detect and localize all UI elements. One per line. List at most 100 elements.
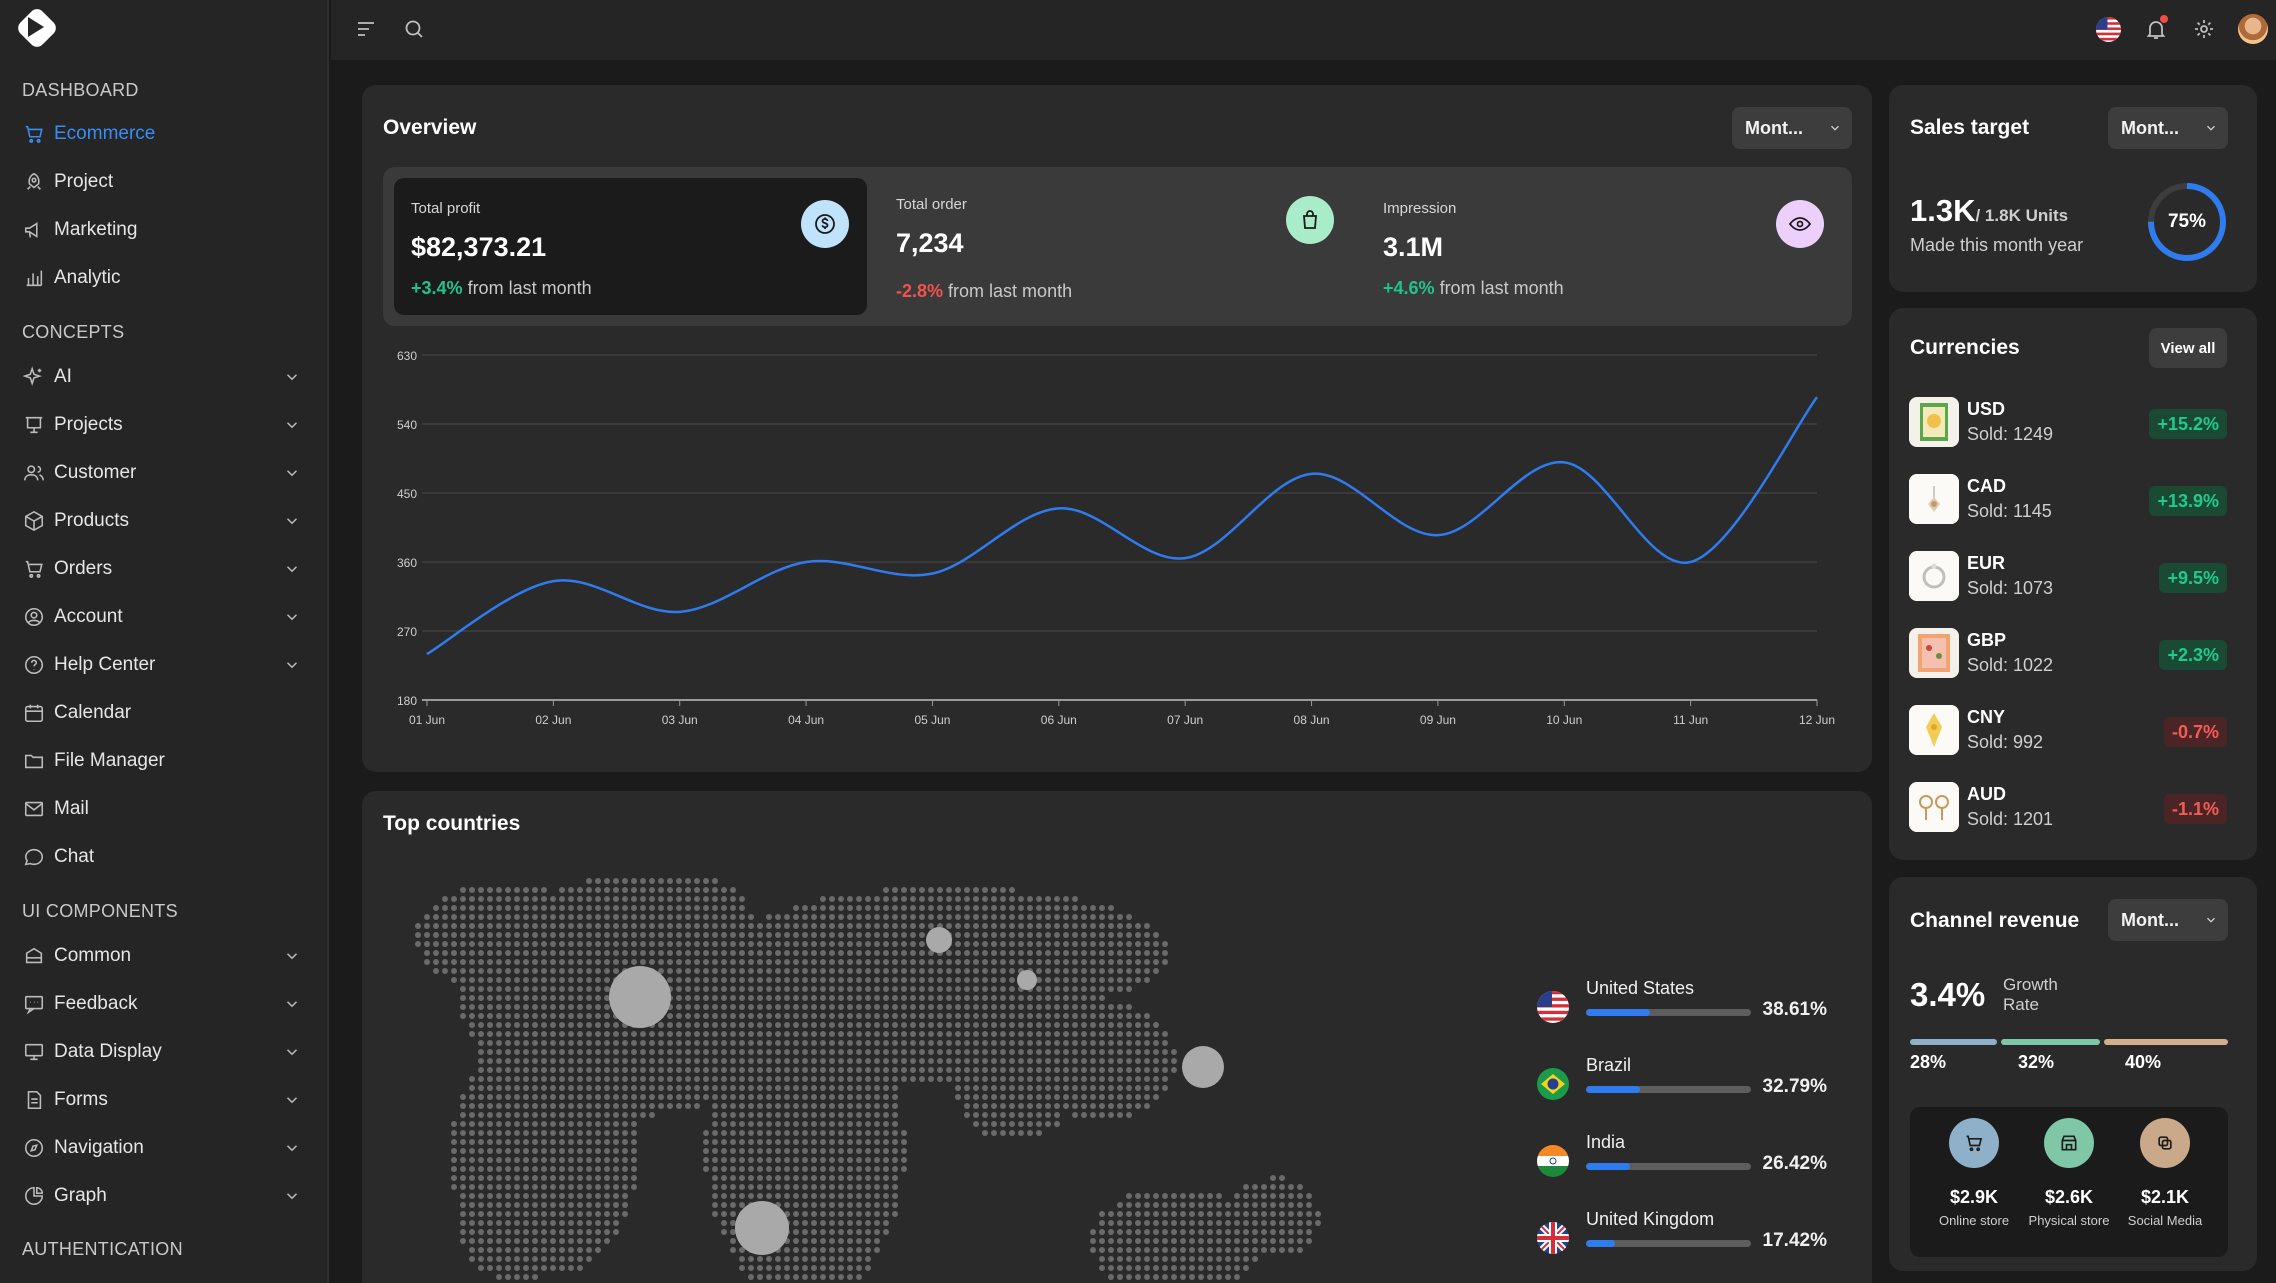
currency-row[interactable]: CNY Sold: 992 -0.7% <box>1909 705 2227 757</box>
channel-revenue-period-dropdown[interactable]: Mont... <box>2108 899 2228 941</box>
map-dot <box>811 1247 817 1253</box>
us-flag-icon[interactable] <box>2096 17 2121 42</box>
map-dot <box>748 1049 754 1055</box>
sidebar-item-feedback[interactable]: Feedback <box>22 984 307 1024</box>
map-dot <box>838 1013 844 1019</box>
sidebar-item-orders[interactable]: Orders <box>22 549 307 589</box>
map-dot <box>1054 986 1060 992</box>
currency-row[interactable]: AUD Sold: 1201 -1.1% <box>1909 782 2227 834</box>
currency-row[interactable]: EUR Sold: 1073 +9.5% <box>1909 551 2227 603</box>
map-dot <box>811 1130 817 1136</box>
map-dot <box>712 1112 718 1118</box>
map-marker[interactable] <box>609 966 671 1028</box>
map-dot <box>1036 1076 1042 1082</box>
settings-gear-icon[interactable] <box>2192 17 2216 41</box>
map-dot <box>1189 1274 1195 1280</box>
sidebar-item-marketing[interactable]: Marketing <box>22 210 307 250</box>
sidebar-item-chat[interactable]: Chat <box>22 837 307 877</box>
sidebar-item-account[interactable]: Account <box>22 597 307 637</box>
sidebar-item-projects[interactable]: Projects <box>22 405 307 445</box>
menu-toggle-icon[interactable] <box>354 17 378 41</box>
map-dot <box>676 905 682 911</box>
map-dot <box>793 1238 799 1244</box>
map-dot <box>1198 1211 1204 1217</box>
sidebar-item-help-center[interactable]: Help Center <box>22 645 307 685</box>
map-dot <box>676 878 682 884</box>
map-dot <box>658 923 664 929</box>
map-dot <box>856 1031 862 1037</box>
currency-row[interactable]: GBP Sold: 1022 +2.3% <box>1909 628 2227 680</box>
map-dot <box>838 950 844 956</box>
search-icon[interactable] <box>402 17 426 41</box>
map-marker[interactable] <box>1017 970 1037 990</box>
map-dot <box>658 1076 664 1082</box>
channel-stat-physical-store[interactable]: $2.6K Physical store <box>2024 1118 2114 1228</box>
currency-row[interactable]: USD Sold: 1249 +15.2% <box>1909 397 2227 449</box>
map-dot <box>478 1121 484 1127</box>
map-dot <box>892 1166 898 1172</box>
view-all-button[interactable]: View all <box>2149 328 2227 368</box>
sidebar-item-analytic[interactable]: Analytic <box>22 258 307 298</box>
sales-target-period-dropdown[interactable]: Mont... <box>2108 107 2228 149</box>
map-dot <box>640 1040 646 1046</box>
map-dot <box>730 914 736 920</box>
map-dot <box>514 1031 520 1037</box>
map-dot <box>730 1067 736 1073</box>
map-marker[interactable] <box>1182 1046 1224 1088</box>
country-row[interactable]: United States 38.61% <box>1537 978 1827 1028</box>
channel-stat-social-media[interactable]: $2.1K Social Media <box>2120 1118 2210 1228</box>
kpi-total-order[interactable]: Total order 7,234 -2.8% from last month <box>879 178 1352 315</box>
map-marker[interactable] <box>926 927 952 953</box>
map-dot <box>1117 1220 1123 1226</box>
sidebar-item-calendar[interactable]: Calendar <box>22 693 307 733</box>
channel-stat-online-store[interactable]: $2.9K Online store <box>1929 1118 2019 1228</box>
sidebar-item-forms[interactable]: Forms <box>22 1080 307 1120</box>
map-dot <box>1162 950 1168 956</box>
map-dot <box>883 1076 889 1082</box>
map-dot <box>676 1085 682 1091</box>
kpi-total-profit[interactable]: Total profit $82,373.21 +3.4% from last … <box>394 178 867 315</box>
map-dot <box>577 1229 583 1235</box>
country-row[interactable]: United Kingdom 17.42% <box>1537 1209 1827 1259</box>
avatar[interactable] <box>2238 14 2268 44</box>
kpi-impression[interactable]: Impression 3.1M +4.6% from last month <box>1366 178 1842 315</box>
map-dot <box>1036 968 1042 974</box>
map-dot <box>1225 1274 1231 1280</box>
map-dot <box>613 1220 619 1226</box>
map-dot <box>676 1076 682 1082</box>
currency-row[interactable]: CAD Sold: 1145 +13.9% <box>1909 474 2227 526</box>
sidebar-item-project[interactable]: Project <box>22 162 307 202</box>
sidebar-item-ecommerce[interactable]: Ecommerce <box>22 114 307 154</box>
map-dot <box>874 1220 880 1226</box>
sidebar-item-ai[interactable]: AI <box>22 357 307 397</box>
sidebar-item-navigation[interactable]: Navigation <box>22 1128 307 1168</box>
map-dot <box>595 1004 601 1010</box>
map-dot <box>514 1040 520 1046</box>
map-dot <box>541 1265 547 1271</box>
sidebar-item-products[interactable]: Products <box>22 501 307 541</box>
map-dot <box>1162 941 1168 947</box>
country-row[interactable]: Brazil 32.79% <box>1537 1055 1827 1105</box>
notification-bell-icon[interactable] <box>2144 17 2168 41</box>
section-dashboard: DASHBOARD <box>22 80 139 100</box>
overview-period-dropdown[interactable]: Mont... <box>1732 107 1852 149</box>
map-dot <box>784 1247 790 1253</box>
country-row[interactable]: India 26.42% <box>1537 1132 1827 1182</box>
map-dot <box>1252 1238 1258 1244</box>
sidebar-item-mail[interactable]: Mail <box>22 789 307 829</box>
map-dot <box>478 1256 484 1262</box>
sidebar-item-customer[interactable]: Customer <box>22 453 307 493</box>
map-dot <box>1072 977 1078 983</box>
sidebar-item-graph[interactable]: Graph <box>22 1176 307 1216</box>
sidebar-item-data-display[interactable]: Data Display <box>22 1032 307 1072</box>
map-marker[interactable] <box>735 1201 789 1255</box>
map-dot <box>721 1121 727 1127</box>
map-dot <box>595 1211 601 1217</box>
sidebar-item-common[interactable]: Common <box>22 936 307 976</box>
map-dot <box>838 1247 844 1253</box>
map-dot <box>433 941 439 947</box>
map-dot <box>1108 1004 1114 1010</box>
sidebar-item-file-manager[interactable]: File Manager <box>22 741 307 781</box>
map-dot <box>775 1166 781 1172</box>
map-dot <box>1090 1103 1096 1109</box>
